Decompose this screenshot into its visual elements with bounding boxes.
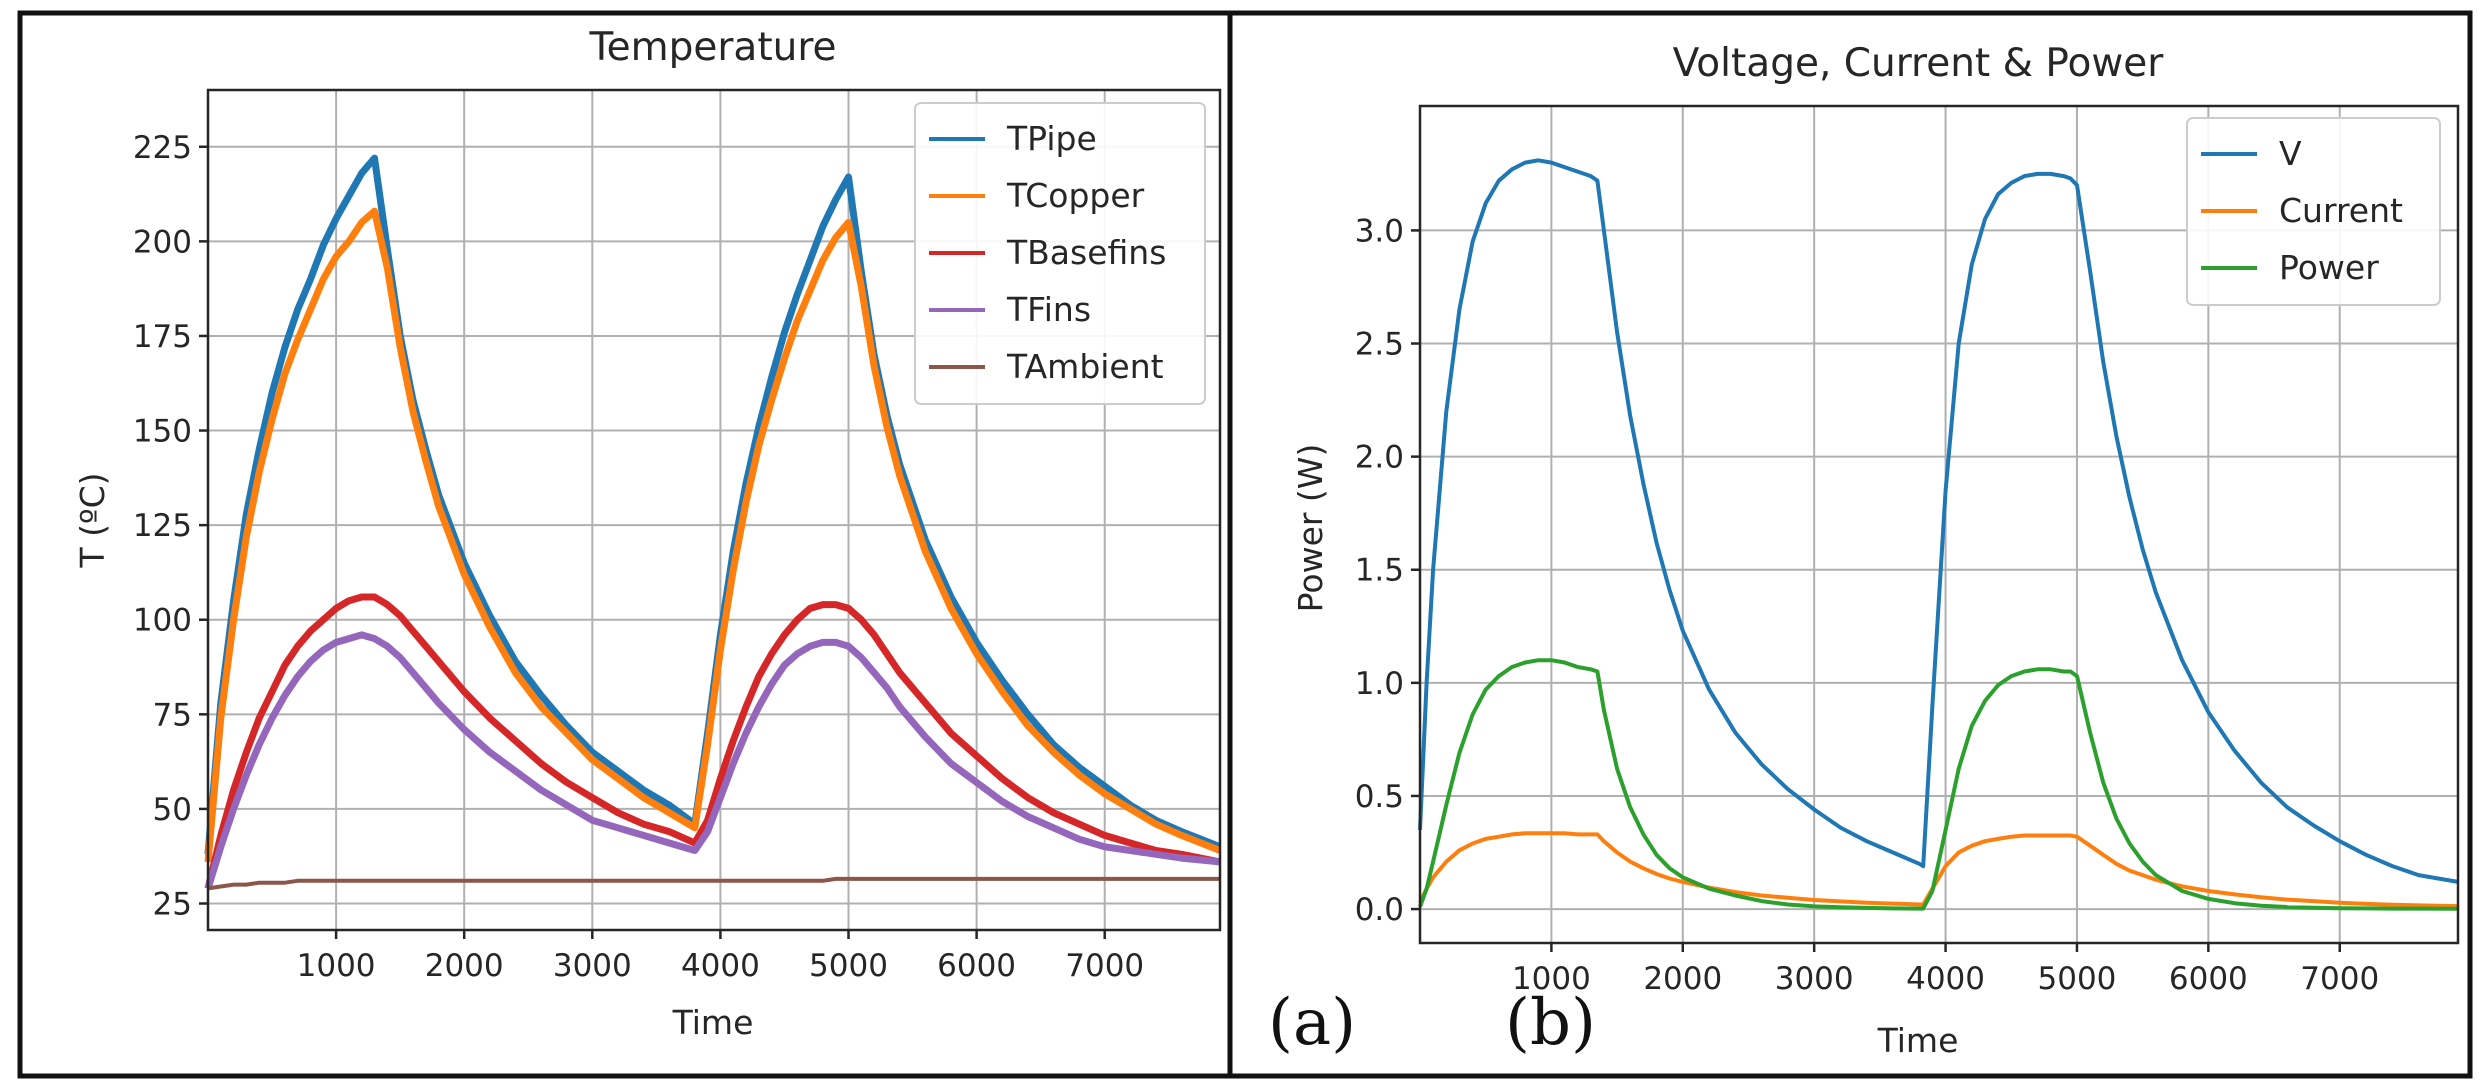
- chart-0-xtick-label-0: 1000: [297, 948, 376, 984]
- chart-0-legend-label-tambient: TAmbient: [1006, 347, 1164, 386]
- chart-0-series-tfins: [204, 631, 1221, 890]
- chart-0-legend: TPipe TCopper TBasefins TFins TAmbient: [914, 102, 1206, 405]
- chart-1-ytick-label-4: 2.0: [1355, 440, 1404, 476]
- chart-0-plot-area: [206, 88, 1222, 932]
- chart-1-xtick-label-5: 6000: [2169, 961, 2248, 997]
- chart-0-ytick-label-8: 225: [133, 130, 192, 166]
- voltage-current-power-chart: Voltage, Current & Power Time Power (W) …: [1291, 41, 2460, 1060]
- chart-0-xtick-label-3: 4000: [681, 948, 760, 984]
- chart-0-legend-label-tbasefins: TBasefins: [1006, 233, 1166, 272]
- chart-0-ytick-label-7: 200: [133, 224, 192, 260]
- chart-0-legend-label-tcopper: TCopper: [1006, 176, 1145, 215]
- chart-0-xtick-label-1: 2000: [425, 948, 504, 984]
- chart-0-legend-label-tfins: TFins: [1006, 290, 1091, 329]
- caption-b: (b): [1505, 986, 1596, 1060]
- chart-1-ytick-label-5: 2.5: [1355, 327, 1404, 363]
- chart-1-ytick-label-0: 0.0: [1355, 892, 1404, 928]
- chart-0-ytick-label-5: 150: [133, 414, 192, 450]
- chart-0-xtick-label-6: 7000: [1065, 948, 1144, 984]
- chart-1-title: Voltage, Current & Power: [1673, 41, 2165, 86]
- chart-1-legend-box: [2186, 117, 2441, 306]
- chart-1-ytick-label-2: 1.0: [1355, 666, 1404, 702]
- chart-1-ylabel: Power (W): [1291, 444, 1330, 613]
- figure-frame: [17, 10, 2473, 1079]
- temperature-chart: Temperature Time T (ºC) (a) 1000 2000 3000…: [73, 25, 1356, 1060]
- chart-1-ytick-label-1: 0.5: [1355, 779, 1404, 815]
- chart-0-ytick-label-0: 25: [153, 887, 192, 923]
- chart-1-series-v: [1418, 158, 2459, 884]
- chart-1-legend-label-current: Current: [2279, 191, 2403, 230]
- chart-0-legend-box: [914, 102, 1206, 405]
- chart-0-ytick-label-1: 50: [153, 792, 192, 828]
- chart-0-ytick-label-4: 125: [133, 508, 192, 544]
- chart-1-xtick-label-1: 2000: [1643, 961, 1722, 997]
- chart-0-series-tcopper: [204, 207, 1222, 863]
- chart-1-xtick-label-6: 7000: [2300, 961, 2379, 997]
- chart-1-legend: V Current Power: [2186, 117, 2441, 306]
- chart-1-ytick-label-3: 1.5: [1355, 553, 1404, 589]
- chart-0-ytick-label-2: 75: [153, 697, 192, 733]
- chart-1-xtick-label-3: 4000: [1906, 961, 1985, 997]
- chart-1-xtick-label-0: 1000: [1512, 961, 1591, 997]
- chart-1-xtick-label-4: 5000: [2038, 961, 2117, 997]
- chart-0-xtick-label-5: 6000: [937, 948, 1016, 984]
- chart-0-ytick-label-3: 100: [133, 603, 192, 639]
- chart-0-xtick-label-4: 5000: [809, 948, 888, 984]
- chart-1-legend-label-power: Power: [2279, 248, 2379, 287]
- chart-0-ytick-label-6: 175: [133, 319, 192, 355]
- chart-1-xlabel: Time: [1877, 1021, 1959, 1060]
- chart-0-ylabel: T (ºC): [73, 473, 112, 569]
- chart-0-series-tambient: [207, 876, 1220, 891]
- chart-1-series-power: [1418, 658, 2459, 911]
- chart-0-series-tbasefins: [204, 593, 1221, 890]
- chart-0-title: Temperature: [588, 25, 836, 70]
- chart-1-ytick-label-6: 3.0: [1355, 213, 1404, 249]
- chart-1-xtick-label-2: 3000: [1775, 961, 1854, 997]
- chart-0-legend-label-tpipe: TPipe: [1006, 119, 1097, 158]
- chart-0-xlabel: Time: [672, 1003, 754, 1042]
- chart-1-legend-label-v: V: [2279, 134, 2302, 173]
- chart-1-plot-area: [1418, 104, 2460, 945]
- chart-0-xtick-label-2: 3000: [553, 948, 632, 984]
- caption-a: (a): [1268, 986, 1356, 1060]
